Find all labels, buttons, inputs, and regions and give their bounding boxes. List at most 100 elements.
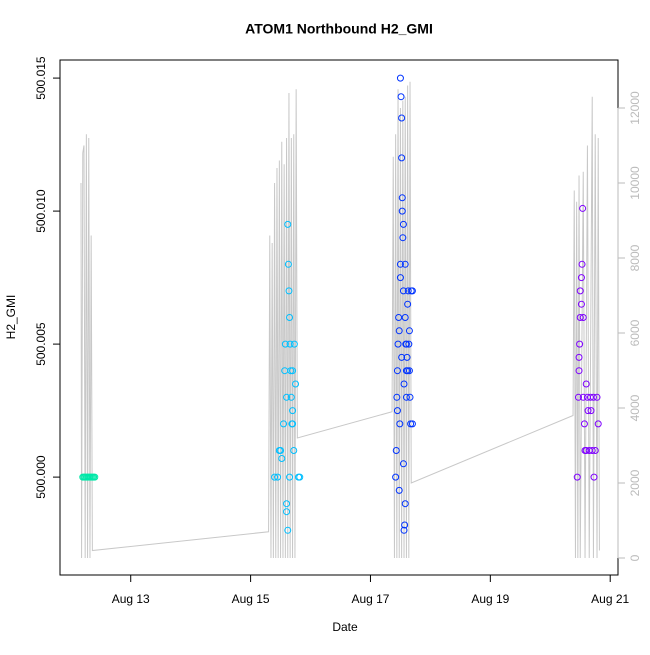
data-point [593, 393, 601, 401]
data-point [396, 260, 404, 268]
data-point [394, 340, 402, 348]
data-point [577, 274, 585, 282]
data-point [278, 454, 286, 462]
data-point [574, 393, 582, 401]
data-point [402, 340, 410, 348]
data-point [399, 234, 407, 242]
data-point [589, 393, 597, 401]
data-point [408, 287, 416, 295]
data-point [590, 473, 598, 481]
x-axis-label: Date [332, 620, 358, 634]
data-point [404, 367, 412, 375]
y2-tick-label: 4000 [628, 394, 642, 421]
data-point [398, 154, 406, 162]
data-point [398, 207, 406, 215]
data-point [91, 473, 99, 481]
data-point [286, 473, 294, 481]
data-point [401, 314, 409, 321]
data-point [395, 314, 403, 321]
data-point [587, 407, 595, 415]
y-axis-label: H2_GMI [4, 295, 18, 340]
data-point [577, 300, 585, 308]
y-tick-label: 500.000 [34, 455, 48, 499]
data-point [284, 260, 292, 268]
data-point [395, 327, 403, 335]
y2-tick-label: 0 [628, 554, 642, 561]
data-point [404, 287, 412, 295]
data-point [393, 407, 401, 415]
chart-title: ATOM1 Northbound H2_GMI [245, 21, 433, 37]
data-point [397, 93, 405, 101]
data-point [578, 260, 586, 268]
y2-tick-label: 12000 [628, 91, 642, 125]
y2-tick-label: 8000 [628, 244, 642, 271]
data-point [292, 380, 300, 388]
data-point [296, 473, 304, 481]
data-point [286, 314, 294, 321]
data-point [277, 447, 285, 455]
x-tick-label: Aug 15 [232, 592, 270, 606]
data-point [406, 393, 414, 401]
data-point [576, 314, 584, 321]
data-point [283, 508, 291, 516]
data-point [274, 473, 282, 481]
data-point [393, 367, 401, 375]
y-tick-label: 500.015 [34, 56, 48, 100]
data-point [392, 473, 400, 481]
x-tick-label: Aug 19 [471, 592, 509, 606]
data-point [284, 220, 292, 228]
data-point [400, 380, 408, 388]
data-point [405, 327, 413, 335]
data-point [404, 300, 412, 308]
data-point [403, 353, 411, 361]
data-point [399, 460, 407, 468]
data-point [290, 340, 298, 348]
data-point [283, 393, 291, 401]
data-point [398, 353, 406, 361]
data-point [284, 526, 292, 534]
data-point [398, 114, 406, 122]
y-tick-label: 500.005 [34, 322, 48, 366]
data-point [586, 393, 594, 401]
data-point [399, 220, 407, 228]
data-point [591, 447, 599, 455]
data-point [396, 74, 404, 82]
data-point [408, 420, 416, 428]
data-point [575, 353, 583, 361]
data-point [402, 393, 410, 401]
data-point [575, 367, 583, 375]
data-point [283, 500, 291, 508]
y2-tick-label: 2000 [628, 469, 642, 496]
data-point [584, 407, 592, 415]
y2-tick-label: 6000 [628, 319, 642, 346]
data-point [576, 287, 584, 295]
data-point [401, 521, 409, 529]
data-point [271, 473, 279, 481]
data-point [579, 393, 587, 401]
data-point [399, 287, 407, 295]
data-point [285, 287, 293, 295]
data-point [594, 420, 602, 428]
data-point [576, 340, 584, 348]
data-point [579, 314, 587, 321]
data-point [290, 447, 298, 455]
data-point [287, 393, 295, 401]
data-point [401, 260, 409, 268]
data-point [393, 393, 401, 401]
x-tick-label: Aug 17 [351, 592, 389, 606]
y-tick-label: 500.010 [34, 189, 48, 233]
data-point [392, 447, 400, 455]
data-point [580, 420, 588, 428]
x-tick-label: Aug 13 [112, 592, 150, 606]
data-point [286, 340, 294, 348]
data-line [80, 81, 600, 559]
data-point [396, 274, 404, 282]
data-point [289, 407, 297, 415]
data-point [400, 526, 408, 534]
data-point [405, 340, 413, 348]
data-point [573, 473, 581, 481]
data-point [395, 486, 403, 494]
